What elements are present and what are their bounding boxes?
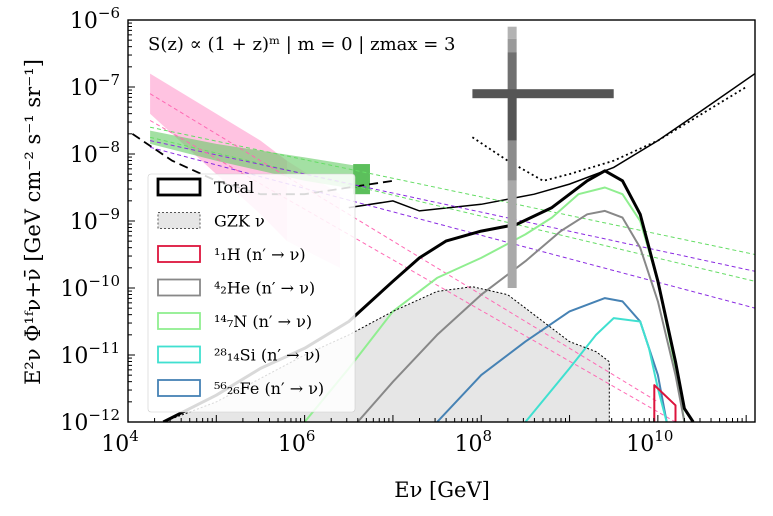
- series-line-2: [653, 384, 677, 422]
- y-tick-exponent: −7: [98, 71, 120, 89]
- x-tick-exponent: 8: [482, 427, 492, 445]
- legend-label-3: ⁴₂He (n′ → ν): [214, 279, 315, 298]
- x-tick-label-1: 106: [278, 427, 316, 457]
- pink-fit-2: [149, 120, 676, 422]
- legend-label-0: Total: [214, 178, 254, 197]
- y-tick-base: 10: [60, 411, 88, 436]
- series-line-3: [356, 209, 686, 422]
- cross-horizontal-bar: [472, 89, 614, 99]
- y-axis-label: E²ν Φ¹ᶠν+ν̄ [GeV cm⁻² s⁻¹ sr⁻¹]: [21, 59, 45, 385]
- y-tick-exponent: −9: [98, 205, 120, 223]
- green-fit-2: [149, 136, 755, 282]
- legend-swatch-0: [156, 177, 202, 197]
- x-axis-label: Eν [GeV]: [394, 478, 490, 502]
- green-fit-1: [149, 126, 755, 255]
- legend-label-2: ¹₁H (n′ → ν): [214, 245, 306, 264]
- series-line-5: [524, 317, 668, 422]
- cross-vertical-segment-4: [507, 140, 517, 181]
- legend-swatch-4: [157, 312, 201, 330]
- purple-fit-2: [149, 146, 755, 309]
- legend: Total GZK ν ¹₁H (n′ → ν) ⁴₂He (n′ → ν) ¹⁴₇N …: [147, 173, 356, 413]
- y-tick-exponent: −11: [88, 339, 120, 357]
- chart-annotation: S(z) ∝ (1 + z)ᵐ | m = 0 | zmax = 3: [148, 34, 456, 55]
- green-bar: [353, 164, 370, 195]
- y-tick-label-3: 10−9: [70, 205, 120, 235]
- legend-label-6: ⁵⁶₂₆Fe (n′ → ν): [214, 379, 324, 398]
- cross-vertical-segment-5: [507, 180, 517, 288]
- legend-swatch-3: [157, 278, 201, 297]
- y-tick-exponent: −12: [88, 406, 120, 424]
- x-tick-exponent: 10: [654, 427, 673, 445]
- y-tick-base: 10: [60, 344, 88, 369]
- y-tick-label-5: 10−11: [60, 339, 120, 369]
- cross-vertical-segment-3: [507, 90, 517, 141]
- legend-label-5: ²⁸₁₄Si (n′ → ν): [214, 346, 321, 365]
- legend-swatch-2: [157, 245, 201, 263]
- cross-vertical-segment-1: [507, 38, 517, 53]
- y-tick-base: 10: [70, 9, 98, 34]
- legend-swatch-1: [157, 212, 201, 229]
- y-tick-label-2: 10−8: [70, 138, 120, 168]
- y-tick-base: 10: [70, 143, 98, 168]
- x-tick-label-3: 1010: [626, 427, 673, 457]
- y-tick-label-1: 10−7: [70, 71, 120, 101]
- x-tick-label-2: 108: [454, 427, 492, 457]
- y-tick-label-6: 10−12: [60, 406, 120, 436]
- y-tick-base: 10: [60, 277, 88, 302]
- y-tick-exponent: −10: [88, 272, 120, 290]
- diffuse-limit-solid: [348, 72, 755, 212]
- y-tick-base: 10: [70, 210, 98, 235]
- legend-label-1: GZK ν: [214, 212, 265, 231]
- legend-label-4: ¹⁴₇N (n′ → ν): [214, 312, 312, 331]
- legend-swatch-6: [157, 379, 201, 397]
- y-tick-label-0: 10−6: [70, 4, 120, 34]
- measurement-cross: [472, 26, 614, 288]
- y-tick-exponent: −8: [98, 138, 120, 156]
- cross-vertical-segment-2: [507, 52, 517, 91]
- y-tick-label-4: 10−10: [60, 272, 120, 302]
- cross-vertical-segment-0: [507, 26, 517, 39]
- y-tick-exponent: −6: [98, 4, 120, 22]
- x-tick-exponent: 6: [306, 427, 316, 445]
- pink-fit-1: [149, 93, 659, 403]
- purple-fit-1: [149, 140, 755, 272]
- series-line-1: [163, 286, 610, 422]
- y-tick-base: 10: [70, 76, 98, 101]
- x-tick-label-0: 104: [101, 427, 139, 457]
- legend-swatch-5: [157, 345, 201, 364]
- x-tick-exponent: 4: [129, 427, 139, 445]
